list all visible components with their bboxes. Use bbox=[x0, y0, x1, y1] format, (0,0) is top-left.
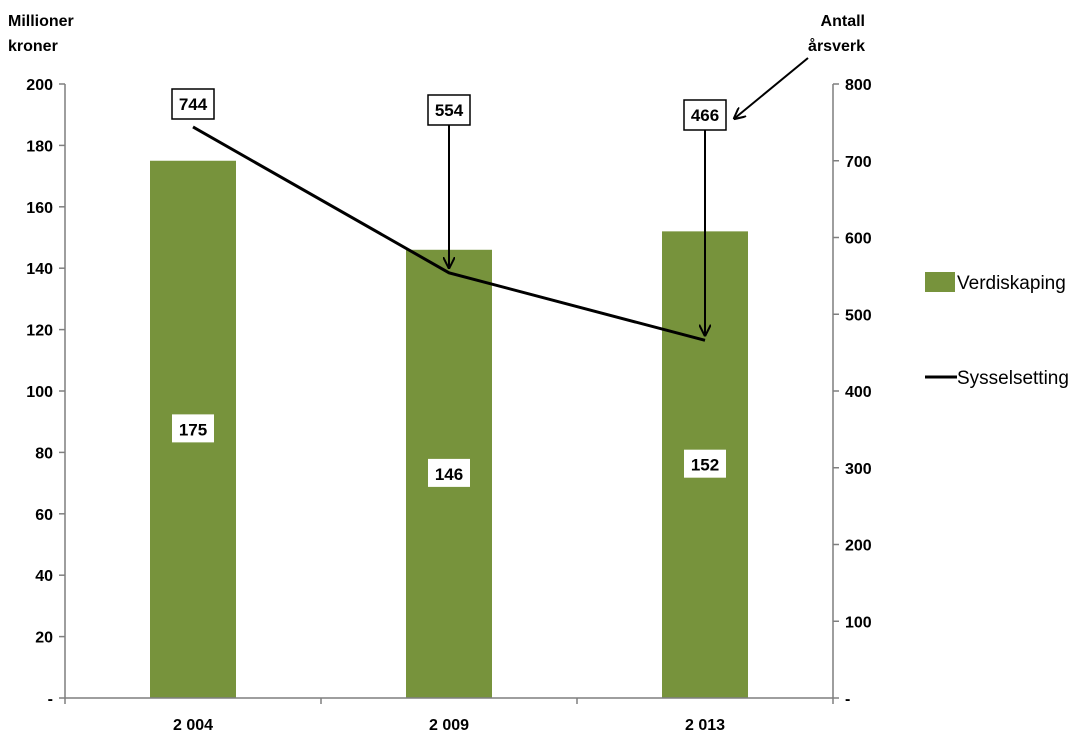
x-axis: 2 004 2 009 2 013 bbox=[64, 697, 834, 731]
right-axis-tick-label: 600 bbox=[845, 231, 872, 248]
right-axis-tick-label: 700 bbox=[845, 154, 872, 171]
legend: Verdiskaping Sysselsetting bbox=[925, 272, 1069, 389]
right-axis: - 100 200 300 400 500 600 700 800 bbox=[832, 77, 872, 708]
x-axis-tick-label: 2 004 bbox=[173, 717, 213, 731]
left-axis-tick-label: 120 bbox=[26, 323, 53, 340]
x-axis-tick-label: 2 013 bbox=[685, 717, 725, 731]
line-data-label: 744 bbox=[179, 95, 208, 114]
right-axis-tick-label: 800 bbox=[845, 77, 872, 94]
left-axis-tick-label: 200 bbox=[26, 77, 53, 94]
annotations: 744 554 466 bbox=[171, 57, 809, 334]
line-data-label: 554 bbox=[435, 101, 464, 120]
legend-label-verdiskaping: Verdiskaping bbox=[957, 273, 1066, 294]
bar-data-label: 146 bbox=[435, 465, 463, 484]
bar-data-label: 152 bbox=[691, 456, 719, 475]
right-axis-tick-label: - bbox=[845, 691, 850, 708]
left-axis-tick-label: 20 bbox=[35, 630, 53, 647]
right-axis-tick-label: 100 bbox=[845, 614, 872, 631]
legend-label-sysselsetting: Sysselsetting bbox=[957, 368, 1069, 389]
right-axis-tick-label: 200 bbox=[845, 538, 872, 555]
x-axis-tick-label: 2 009 bbox=[429, 717, 469, 731]
left-axis-tick-label: 80 bbox=[35, 445, 53, 462]
left-axis-tick-label: 60 bbox=[35, 507, 53, 524]
left-axis-title-line-1: Millioner bbox=[8, 13, 74, 30]
bars: 175 146 152 bbox=[150, 160, 748, 699]
line-data-label-box bbox=[171, 88, 215, 120]
bar-data-label: 175 bbox=[179, 420, 207, 439]
left-axis-tick-label: - bbox=[48, 691, 53, 708]
bar-data-label-box bbox=[684, 449, 726, 478]
right-axis-title-line-2: årsverk bbox=[808, 37, 865, 55]
line-data-label: 466 bbox=[691, 106, 719, 125]
left-axis-tick-label: 140 bbox=[26, 261, 53, 278]
left-axis-tick-label: 100 bbox=[26, 384, 53, 401]
bar-data-label-box bbox=[428, 458, 470, 487]
left-axis-tick-label: 40 bbox=[35, 568, 53, 585]
line-data-label-box bbox=[683, 99, 727, 131]
left-axis-tick-label: 160 bbox=[26, 200, 53, 217]
line-series bbox=[192, 125, 706, 342]
left-axis-title-line-2: kroner bbox=[8, 38, 58, 55]
right-axis-title-line-1: Antall bbox=[821, 13, 865, 30]
line-data-label-box bbox=[427, 94, 471, 126]
right-axis-tick-label: 300 bbox=[845, 461, 872, 478]
left-axis-tick-label: 180 bbox=[26, 138, 53, 155]
legend-swatch-verdiskaping bbox=[925, 272, 955, 292]
bar-data-label-box bbox=[172, 414, 214, 443]
right-axis-tick-label: 400 bbox=[845, 384, 872, 401]
axis-title-arrow bbox=[735, 57, 809, 118]
left-axis: - 20 40 60 80 100 120 140 160 180 200 bbox=[26, 77, 66, 708]
right-axis-tick-label: 500 bbox=[845, 307, 872, 324]
